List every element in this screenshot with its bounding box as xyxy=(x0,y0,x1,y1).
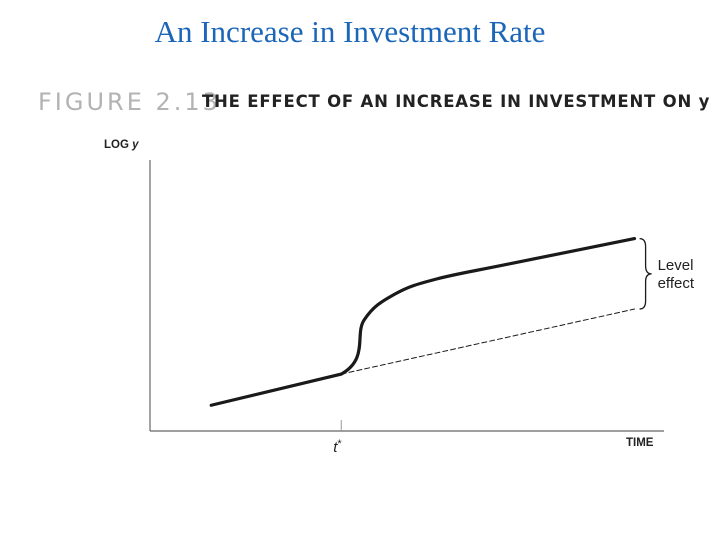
annotation-line-1: Level xyxy=(658,257,694,274)
series-line-solid xyxy=(209,236,637,407)
series-line-dashed xyxy=(340,308,635,375)
annotation-line-2: effect xyxy=(658,275,695,292)
annotation-text: Level effect xyxy=(658,257,698,292)
figure-caption: THE EFFECT OF AN INCREASE IN INVESTMENT … xyxy=(202,92,711,111)
x-tick-label-main: t xyxy=(333,439,338,456)
figure-number-label: FIGURE 2.13 xyxy=(38,88,221,116)
level-effect-brace xyxy=(639,237,652,310)
x-axis-label: TIME xyxy=(626,437,654,449)
x-tick-label-sup: * xyxy=(337,438,342,450)
y-axis-label-var: y xyxy=(131,139,139,151)
series-layer xyxy=(209,236,637,407)
slide-title: An Increase in Investment Rate xyxy=(154,14,546,49)
x-tick-label: t* xyxy=(333,438,342,456)
y-axis-label-main: LOG xyxy=(104,139,129,151)
y-axis-label: LOG y xyxy=(104,139,139,151)
